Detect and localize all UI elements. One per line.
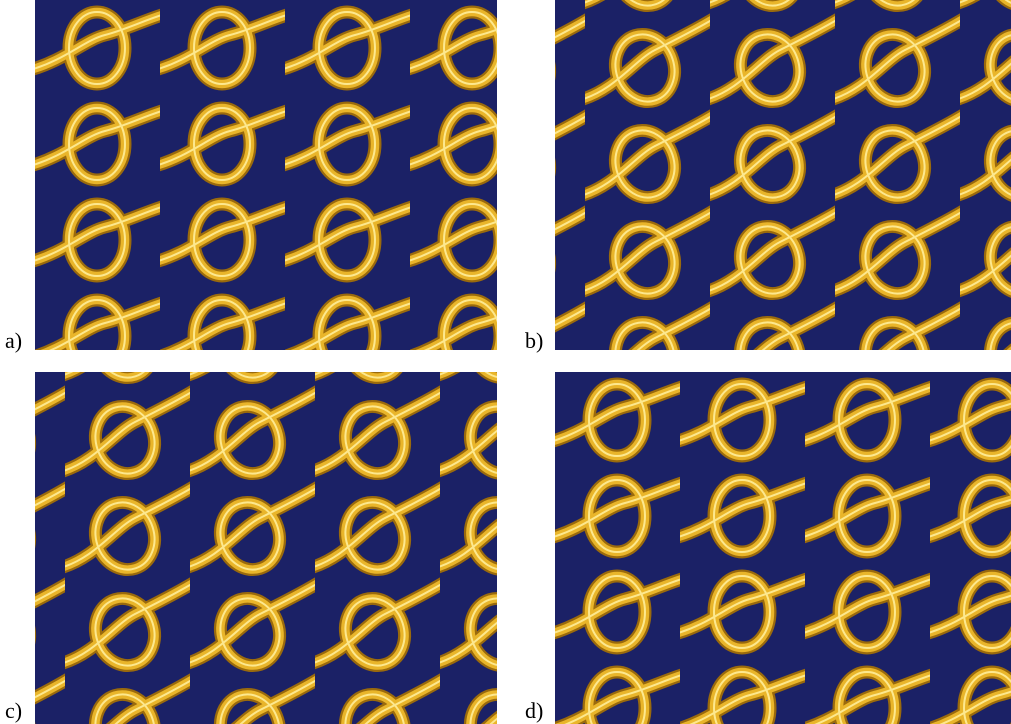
panel-image-a bbox=[35, 0, 497, 350]
panel-label: c) bbox=[5, 700, 22, 722]
panel-image-c bbox=[35, 372, 497, 724]
panel-label: b) bbox=[525, 330, 543, 352]
panel-image-b bbox=[555, 0, 1011, 350]
panel-image-d bbox=[555, 372, 1011, 724]
figure: a) b) c) d) bbox=[0, 0, 1011, 724]
panel-label: d) bbox=[525, 700, 543, 722]
panel-label: a) bbox=[5, 330, 22, 352]
